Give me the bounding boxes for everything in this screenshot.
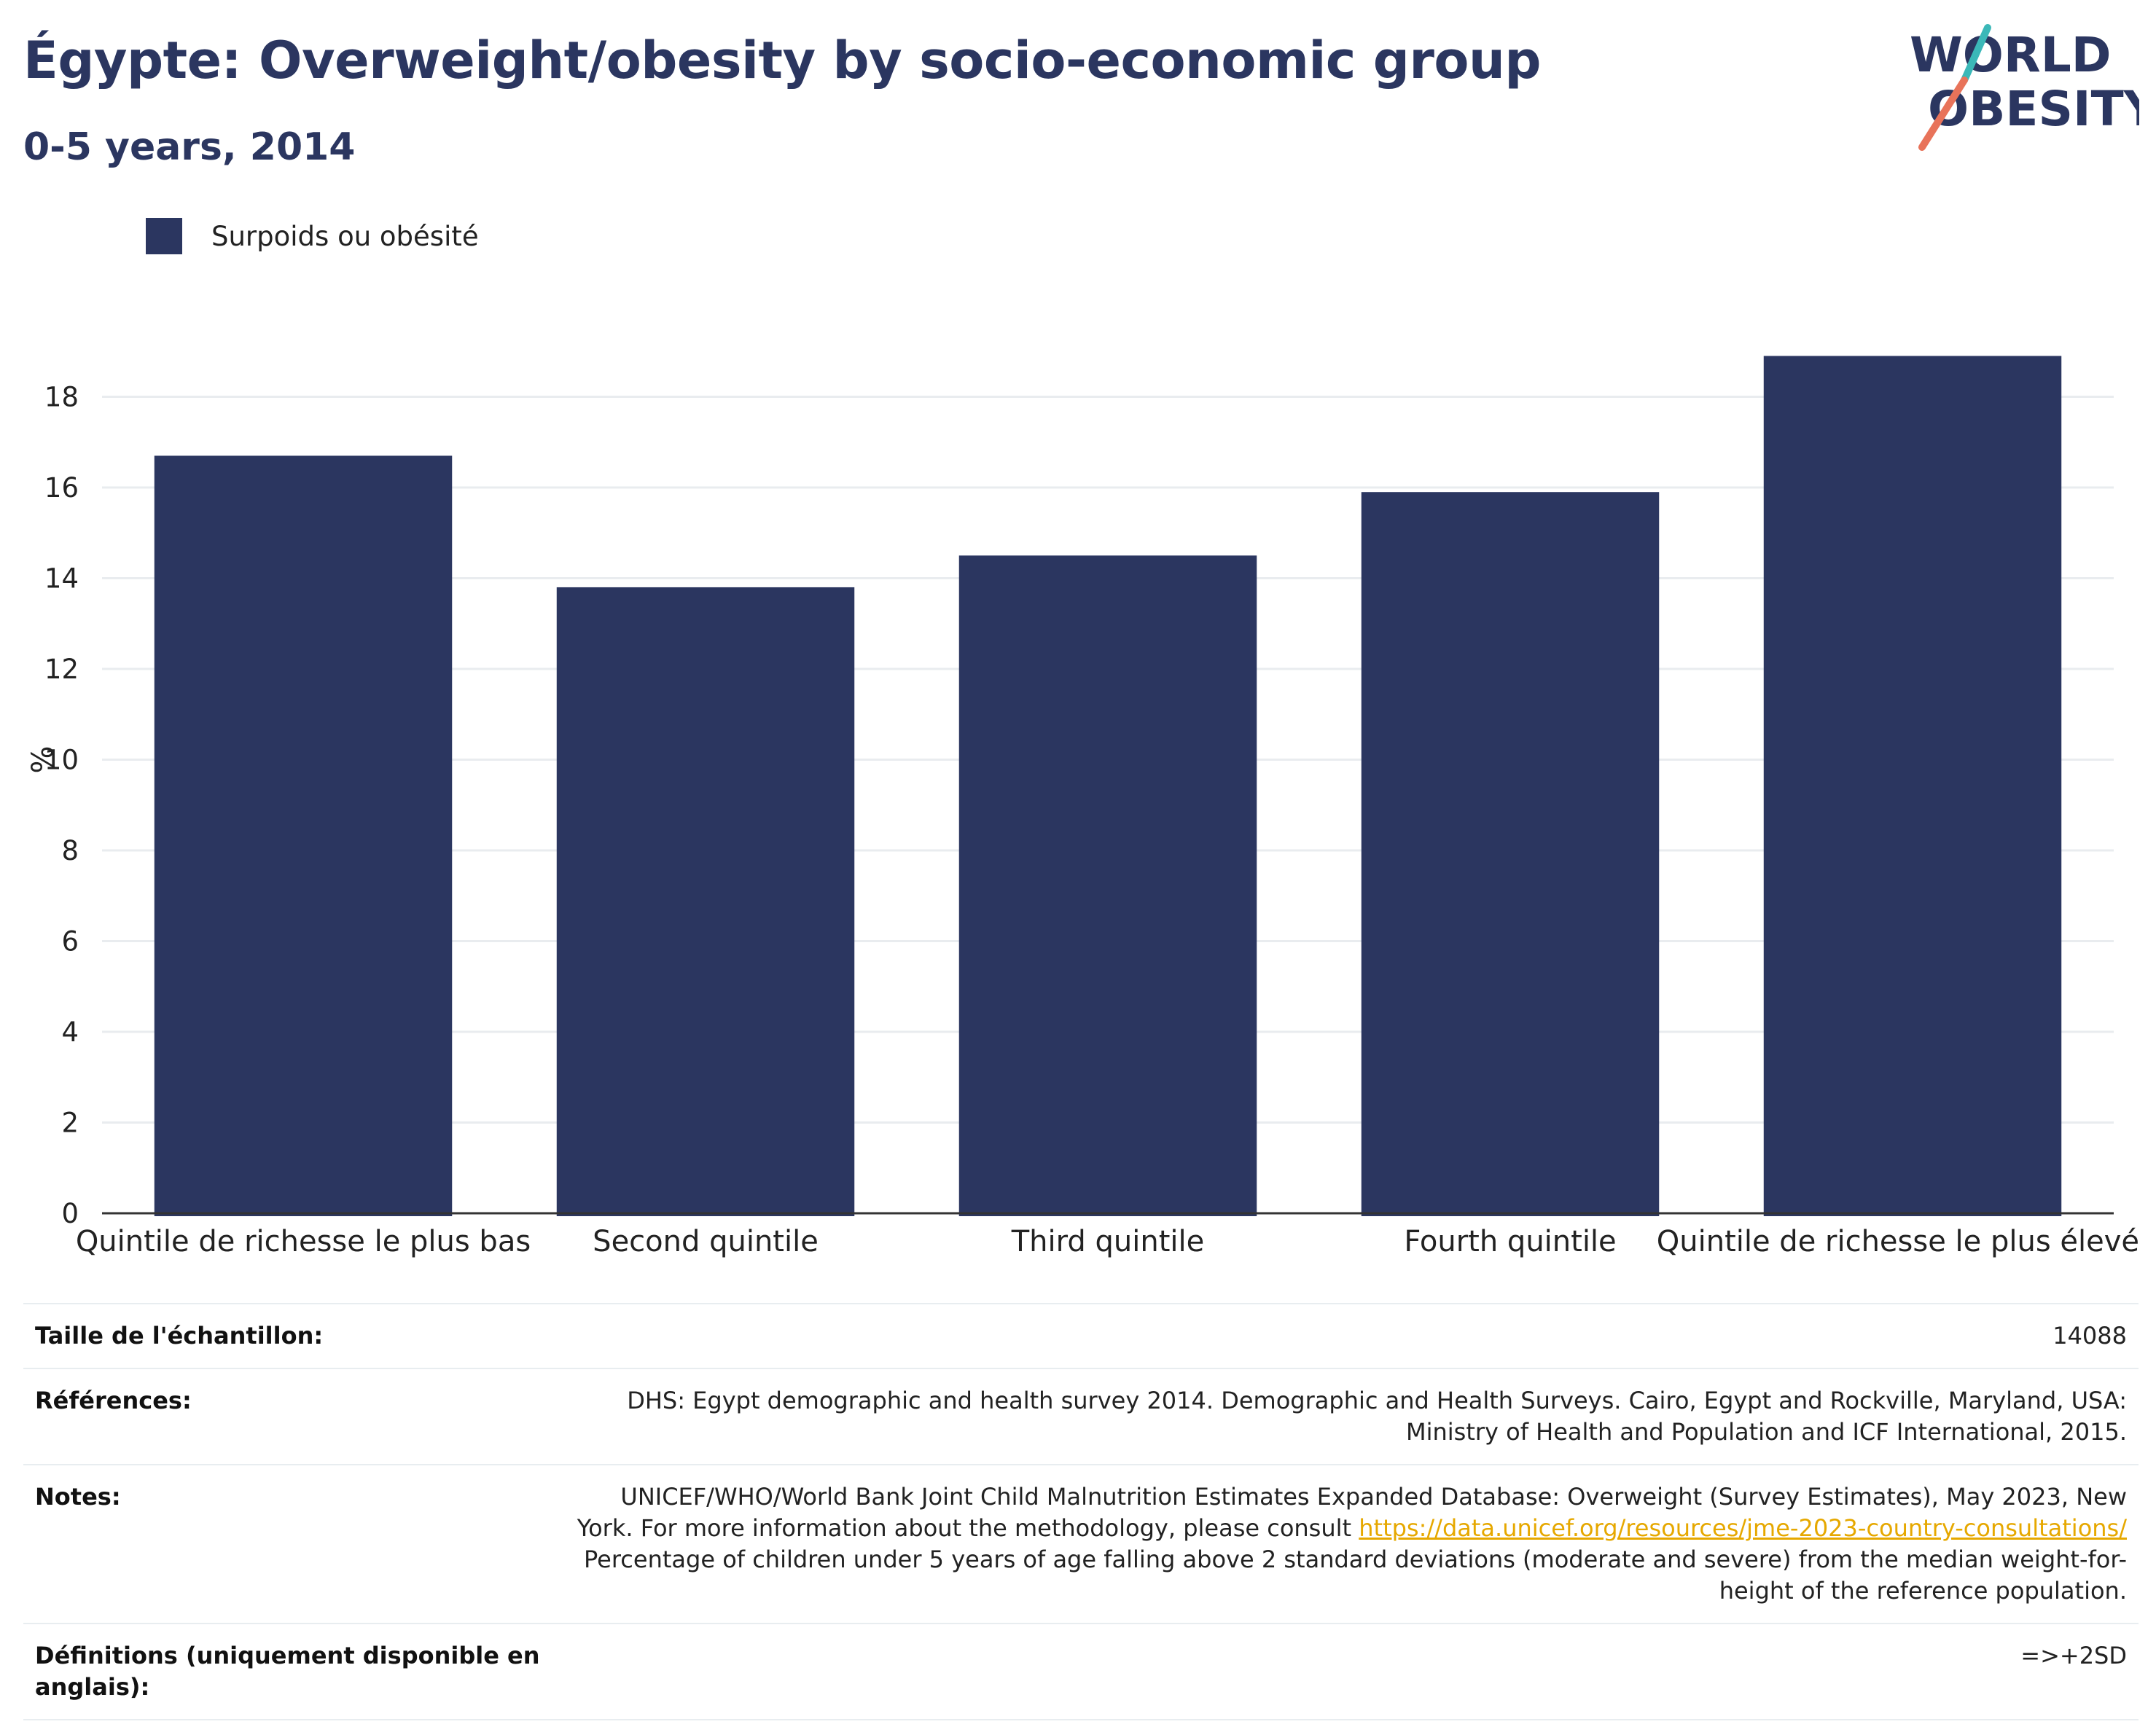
y-tick-label: 6 — [61, 926, 79, 957]
x-axis-ticks: Quintile de richesse le plus bas Second q… — [76, 1225, 2139, 1258]
notes-text-1: UNICEF/WHO/World Bank Joint Child Malnut… — [577, 1483, 2127, 1542]
references-row: Références: DHS: Egypt demographic and h… — [23, 1368, 2139, 1465]
y-tick-label: 2 — [61, 1108, 79, 1139]
metadata-table: Taille de l'échantillon: 14088 Référence… — [23, 1303, 2139, 1720]
references-value: DHS: Egypt demographic and health survey… — [627, 1387, 2127, 1446]
chart-subtitle: 0-5 years, 2014 — [23, 125, 356, 169]
x-tick-label: Quintile de richesse le plus élevé — [1657, 1225, 2139, 1258]
logo-text-world: WORLD — [1910, 27, 2112, 83]
legend-swatch[interactable] — [146, 218, 182, 254]
y-tick-label: 8 — [61, 835, 79, 866]
y-tick-label: 10 — [44, 745, 79, 776]
x-tick-label: Fourth quintile — [1404, 1225, 1616, 1258]
y-axis-label: % — [26, 745, 60, 773]
bar-chart: 0 2 4 6 8 10 12 14 16 18 Quintile de richesse le … — [26, 356, 2139, 1258]
x-tick-label: Third quintile — [1011, 1225, 1204, 1258]
logo-slash-bottom — [1918, 77, 1968, 151]
logo-slash-top — [1961, 24, 1991, 84]
legend: Surpoids ou obésité — [146, 217, 479, 255]
bar[interactable] — [1763, 356, 2062, 1217]
chart-title: Égypte: Overweight/obesity by socio-econ… — [23, 31, 1541, 90]
bar[interactable] — [154, 455, 453, 1216]
definitions-value: =>+2SD — [2020, 1642, 2127, 1669]
notes-value: UNICEF/WHO/World Bank Joint Child Malnut… — [557, 1465, 2139, 1624]
world-obesity-logo: WORLD OBESITY — [1910, 24, 2139, 151]
bar[interactable] — [556, 587, 855, 1216]
x-tick-label: Quintile de richesse le plus bas — [76, 1225, 531, 1258]
sample-size-value: 14088 — [2053, 1322, 2127, 1350]
sample-size-label: Taille de l'échantillon: — [35, 1322, 324, 1350]
notes-link[interactable]: https://data.unicef.org/resources/jme-20… — [1359, 1514, 2127, 1542]
y-tick-label: 18 — [44, 382, 79, 413]
references-label: Références: — [35, 1387, 192, 1414]
legend-label[interactable]: Surpoids ou obésité — [211, 220, 479, 252]
sample-size-row: Taille de l'échantillon: 14088 — [23, 1304, 2139, 1368]
y-tick-label: 16 — [44, 472, 79, 504]
notes-text-2: Percentage of children under 5 years of … — [584, 1546, 2127, 1605]
definitions-row: Définitions (uniquement disponible en an… — [23, 1624, 2139, 1720]
notes-label: Notes: — [35, 1483, 121, 1511]
bar[interactable] — [958, 555, 1257, 1216]
x-tick-label: Second quintile — [593, 1225, 819, 1258]
logo-text-obesity: OBESITY — [1928, 81, 2139, 137]
y-tick-label: 14 — [44, 563, 79, 595]
notes-row: Notes: UNICEF/WHO/World Bank Joint Child… — [23, 1465, 2139, 1624]
bars — [154, 356, 2062, 1217]
definitions-label: Définitions (uniquement disponible en an… — [35, 1642, 540, 1701]
y-tick-label: 4 — [61, 1017, 79, 1048]
y-tick-label: 12 — [44, 654, 79, 685]
y-axis-ticks: 0 2 4 6 8 10 12 14 16 18 — [44, 382, 79, 1230]
bar[interactable] — [1361, 492, 1660, 1216]
y-tick-label: 0 — [61, 1198, 79, 1229]
